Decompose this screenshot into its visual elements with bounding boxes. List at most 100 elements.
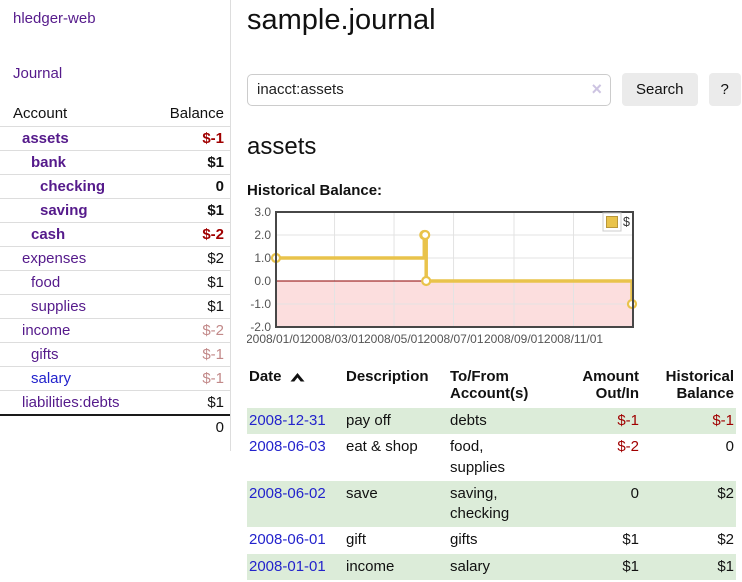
legend-label: $ — [623, 215, 630, 229]
txn-col-header: Description — [344, 366, 448, 408]
txn-amount: $-1 — [617, 412, 639, 429]
transaction-date-link[interactable]: 2008-06-02 — [249, 484, 326, 502]
account-row: bank $1 — [0, 150, 230, 175]
search-button[interactable]: Search — [622, 73, 698, 106]
account-name-cell: supplies — [0, 294, 143, 319]
account-row: expenses $2 — [0, 246, 230, 271]
transaction-date-link[interactable]: 2008-12-31 — [249, 412, 326, 429]
sidebar-item-journal[interactable]: Journal — [13, 65, 63, 82]
txn-accounts: food, supplies — [448, 434, 548, 481]
account-name-cell: assets — [0, 126, 143, 151]
transaction-row: 2008-01-01 income salary $1 $1 — [247, 553, 736, 580]
accounts-header-account: Account — [0, 102, 143, 127]
account-balance: $1 — [142, 150, 230, 175]
sidebar-account-link[interactable]: expenses — [22, 250, 87, 267]
transaction-date-link[interactable]: 2008-06-01 — [249, 531, 326, 549]
account-balance: 0 — [142, 174, 230, 199]
account-balance: $1 — [142, 198, 230, 223]
account-balance: $2 — [142, 246, 230, 271]
sidebar-account-link[interactable]: liabilities:debts — [22, 394, 120, 411]
txn-amount: $1 — [622, 557, 639, 575]
account-balance: $-1 — [142, 366, 230, 391]
account-row: supplies $1 — [0, 294, 230, 319]
transactions-header-row: Date Description To/From Account(s) Amount O… — [247, 366, 736, 408]
txn-date-cell: 2008-01-01 — [247, 554, 344, 580]
account-name-cell: cash — [0, 222, 143, 247]
account-balance: $-1 — [142, 342, 230, 367]
sidebar-account-link[interactable]: saving — [40, 202, 88, 219]
search-form: × Search ? — [247, 73, 741, 106]
y-axis-tick-label: -2.0 — [250, 320, 271, 334]
txn-balance: $2 — [717, 531, 734, 549]
txn-col-header[interactable]: Date — [247, 366, 344, 408]
y-axis-tick-label: 0.0 — [254, 274, 271, 288]
account-row: checking 0 — [0, 174, 230, 199]
sidebar-account-link[interactable]: food — [31, 274, 61, 291]
account-balance: $1 — [142, 294, 230, 319]
account-row: cash $-2 — [0, 222, 230, 247]
x-axis-tick-label: 2008/07/01 — [423, 332, 483, 346]
txn-balance: $1 — [717, 557, 734, 575]
txn-accounts-line: gifts — [450, 531, 478, 549]
plot-border — [275, 211, 634, 328]
historical-balance-chart: $3.0 2.0 1.0 0.0 -1.0 -2.02008/01/012008/03/0… — [247, 206, 638, 346]
txn-col-header-line: Description — [346, 368, 429, 385]
sidebar-account-link[interactable]: supplies — [31, 298, 87, 315]
txn-description: income — [346, 557, 395, 575]
txn-description: pay off — [346, 412, 391, 429]
account-row: food $1 — [0, 270, 230, 295]
txn-date-cell: 2008-06-03 — [247, 434, 344, 481]
account-name-cell: gifts — [0, 342, 143, 367]
help-button[interactable]: ? — [708, 73, 741, 106]
txn-amount: $-2 — [617, 438, 639, 456]
txn-col-header-line: Amount — [582, 368, 639, 385]
sidebar-account-link[interactable]: income — [22, 322, 71, 339]
txn-accounts-line: debts — [450, 412, 487, 429]
accounts-total-row: 0 — [0, 414, 230, 439]
accounts-table: Account Balance assets $-1 bank $1 checking 0… — [0, 102, 230, 439]
txn-accounts: debts — [448, 408, 548, 434]
data-point-marker — [420, 229, 431, 241]
account-name-cell: checking — [0, 174, 143, 199]
txn-col-header: Amount Out/In — [548, 366, 641, 408]
sidebar-account-link[interactable]: assets — [22, 130, 69, 147]
sidebar-account-link[interactable]: bank — [31, 154, 67, 171]
brand-link[interactable]: hledger-web — [13, 10, 96, 27]
accounts-total-spacer — [0, 414, 143, 439]
clear-search-icon[interactable]: × — [591, 78, 602, 99]
accounts-header-balance: Balance — [142, 102, 230, 127]
transactions-table: Date Description To/From Account(s) Amount O… — [247, 366, 736, 580]
account-name-cell: bank — [0, 150, 143, 175]
txn-col-header: Historical Balance — [641, 366, 736, 408]
txn-balance: $2 — [717, 484, 734, 502]
txn-accounts-line: saving, — [450, 484, 498, 502]
transaction-date-link[interactable]: 2008-01-01 — [249, 557, 326, 575]
txn-date-cell: 2008-06-02 — [247, 481, 344, 528]
y-axis-tick-label: 2.0 — [254, 228, 271, 242]
sidebar-account-link[interactable]: salary — [31, 370, 72, 387]
sidebar-account-link[interactable]: cash — [31, 226, 66, 243]
y-axis-tick-label: 3.0 — [254, 206, 271, 219]
txn-balance: $-1 — [712, 412, 734, 429]
sidebar-account-link[interactable]: gifts — [31, 346, 59, 363]
sidebar-account-link[interactable]: checking — [40, 178, 106, 195]
txn-col-header-line: Balance — [676, 385, 734, 402]
account-balance: $-2 — [142, 222, 230, 247]
transaction-row: 2008-06-03 eat & shop food, supplies $-2 0 — [247, 434, 736, 481]
txn-col-header-line: Account(s) — [450, 385, 529, 402]
account-row: gifts $-1 — [0, 342, 230, 367]
x-axis-tick-label: 2008/09/01 — [484, 332, 544, 346]
txn-col-header-line: Out/In — [595, 385, 639, 402]
txn-col-header-line: Historical — [665, 368, 734, 385]
account-balance: $1 — [142, 270, 230, 295]
txn-accounts: salary — [448, 554, 548, 580]
sort-ascending-icon[interactable] — [290, 371, 305, 382]
txn-accounts-line: food, supplies — [450, 438, 506, 476]
transaction-date-link[interactable]: 2008-06-03 — [249, 438, 326, 456]
account-name-cell: saving — [0, 198, 143, 223]
x-axis-tick-label: 2008/11/01 — [544, 332, 603, 346]
account-balance: $1 — [142, 390, 230, 415]
account-balance: $-2 — [142, 318, 230, 343]
search-input[interactable] — [247, 73, 611, 106]
txn-accounts-line: salary — [450, 557, 491, 575]
